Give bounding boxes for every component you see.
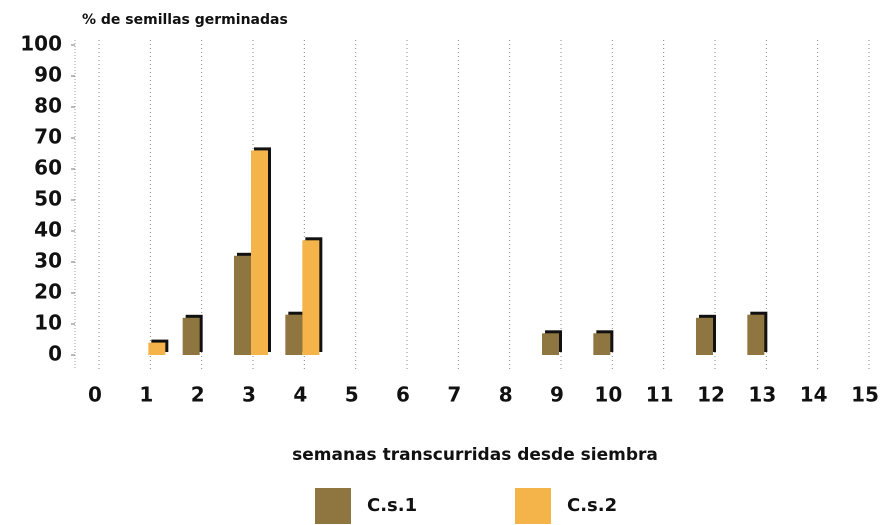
x-tick-label: 8	[499, 383, 513, 407]
legend-label: C.s.1	[367, 495, 417, 516]
x-tick-label: 13	[748, 383, 776, 407]
x-tick-label: 12	[697, 383, 725, 407]
x-tick-label: 11	[646, 383, 674, 407]
x-tick-label: 9	[550, 383, 564, 407]
bar	[148, 342, 166, 355]
y-tick-label: 80	[34, 94, 62, 118]
legend-swatch	[515, 488, 551, 524]
y-tick-label: 40	[34, 218, 62, 242]
y-tick-label: 30	[34, 249, 62, 273]
y-tick-label: 50	[34, 187, 62, 211]
bar	[285, 314, 303, 355]
x-tick-label: 10	[594, 383, 622, 407]
y-tick-label: 20	[34, 280, 62, 304]
y-tick-label: 60	[34, 156, 62, 180]
x-axis-label: semanas transcurridas desde siembra	[292, 445, 658, 465]
x-tick-label: 6	[396, 383, 410, 407]
x-tick-label: 0	[88, 383, 102, 407]
bar	[593, 333, 611, 355]
x-tick-label: 1	[139, 383, 153, 407]
bar	[542, 333, 559, 355]
bar	[251, 150, 268, 355]
x-tick-label: 14	[800, 383, 828, 407]
y-tick-label: 90	[34, 63, 62, 87]
legend-swatch	[315, 488, 351, 524]
y-tick-label: 70	[34, 125, 62, 149]
y-tick-label: 100	[20, 32, 62, 56]
bar	[302, 240, 320, 355]
bar	[747, 314, 765, 355]
legend-label: C.s.2	[567, 495, 617, 516]
x-tick-label: 3	[242, 383, 256, 407]
y-tick-label: 0	[48, 342, 62, 366]
bar	[234, 255, 251, 355]
x-tick-label: 2	[191, 383, 205, 407]
x-tick-label: 7	[447, 383, 461, 407]
x-tick-label: 4	[293, 383, 307, 407]
y-tick-label: 10	[34, 311, 62, 335]
x-tick-label: 15	[851, 383, 879, 407]
chart-title: % de semillas germinadas	[82, 12, 288, 28]
bar	[696, 317, 713, 355]
x-tick-label: 5	[345, 383, 359, 407]
bar	[182, 317, 200, 355]
